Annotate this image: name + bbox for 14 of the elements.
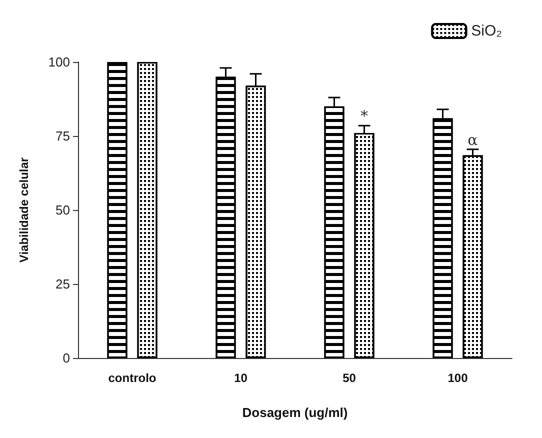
x-tick-label: 10 <box>234 371 248 385</box>
legend-label: SiO₂ <box>471 22 502 40</box>
y-tick-label: 25 <box>56 276 70 292</box>
y-tick-label: 0 <box>62 350 70 366</box>
x-tick-label: 50 <box>342 371 356 385</box>
y-axis-title: Viabilidade celular <box>17 157 31 263</box>
x-tick-label: 100 <box>448 371 468 385</box>
x-axis-title: Dosagem (ug/ml) <box>242 405 348 420</box>
y-tick-label: 50 <box>56 202 70 218</box>
y-tick-label: 75 <box>56 128 70 144</box>
x-tick-label: controlo <box>108 371 156 385</box>
annotation: α <box>468 130 478 149</box>
annotation: * <box>360 107 368 126</box>
y-tick-label: 100 <box>48 54 70 70</box>
